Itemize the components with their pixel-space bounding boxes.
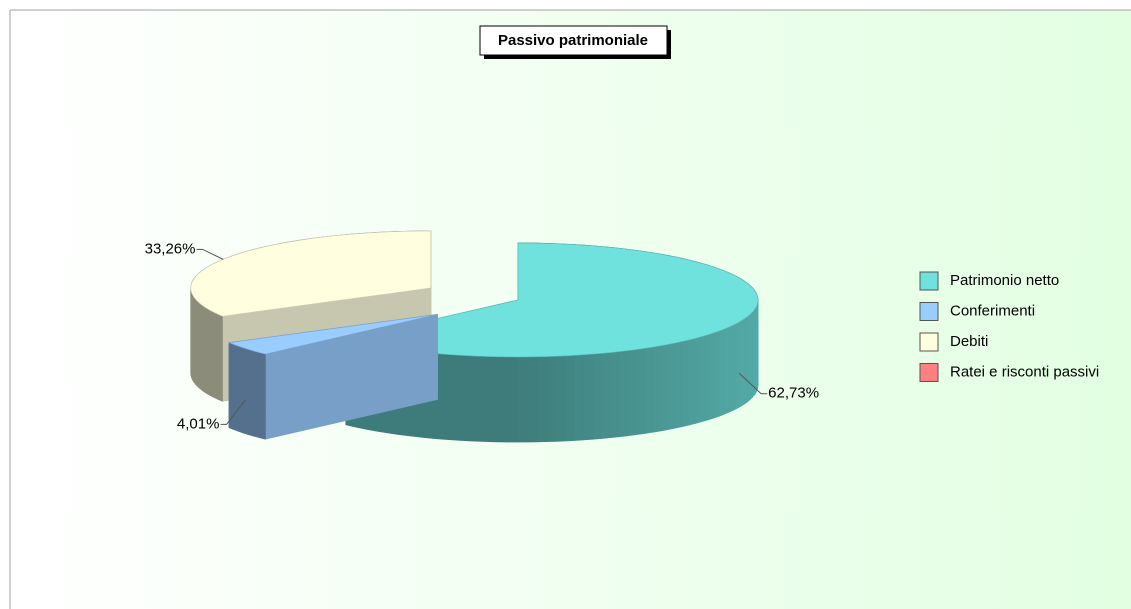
slice-side xyxy=(459,354,471,442)
leader-line xyxy=(196,248,224,260)
legend-label: Debiti xyxy=(950,333,988,350)
slice-side xyxy=(674,341,683,429)
slice-side xyxy=(618,350,628,438)
legend-swatch xyxy=(919,271,939,291)
slice-side xyxy=(554,355,566,442)
slice-side xyxy=(713,330,720,419)
slice-side xyxy=(695,336,703,424)
slice-side xyxy=(723,326,730,415)
slice-side xyxy=(651,345,661,433)
slice-side xyxy=(627,349,637,437)
slice-side xyxy=(701,334,709,423)
slice-side xyxy=(573,354,584,441)
legend-label: Conferimenti xyxy=(950,302,1035,319)
value-label: 62,73% xyxy=(768,385,819,402)
slice-top xyxy=(190,230,432,317)
slice-side xyxy=(242,347,249,435)
legend-swatch xyxy=(919,332,939,352)
slice-side xyxy=(718,328,725,417)
slice-side xyxy=(253,350,260,439)
slice-side xyxy=(516,356,528,443)
slice-side xyxy=(497,356,508,443)
slice-side xyxy=(643,346,653,434)
slice-side xyxy=(659,344,669,432)
slice-side xyxy=(582,353,593,441)
slice-side xyxy=(247,349,255,437)
slice-side xyxy=(202,305,207,394)
slice-side xyxy=(535,356,547,443)
slice-side xyxy=(732,322,738,411)
value-label: 4,01% xyxy=(177,415,220,432)
slice-top xyxy=(345,242,759,358)
title-box xyxy=(479,25,668,56)
legend-label: Patrimonio netto xyxy=(950,272,1059,289)
slice-side xyxy=(199,303,204,392)
slice-side xyxy=(213,311,219,400)
slice-side xyxy=(209,309,215,398)
slice-side xyxy=(478,355,489,442)
slice-side xyxy=(217,313,223,402)
slice-side xyxy=(667,342,676,430)
slice-side xyxy=(205,307,211,396)
chart-title: Passivo patrimoniale xyxy=(498,32,648,49)
slice-side xyxy=(441,353,452,441)
slice xyxy=(227,313,438,440)
slice-side xyxy=(740,318,745,407)
leader-line xyxy=(220,399,247,425)
slice-side xyxy=(564,355,575,442)
slice-side xyxy=(591,353,602,440)
value-label: 33,26% xyxy=(145,240,196,257)
slice-side xyxy=(450,354,461,441)
slice-side xyxy=(736,320,742,409)
slice-side xyxy=(526,356,537,443)
slice-side xyxy=(488,356,499,443)
slice-side xyxy=(233,344,239,432)
slice-side xyxy=(469,355,480,442)
slice-side xyxy=(681,339,690,427)
slice-side xyxy=(743,316,748,405)
slice-side xyxy=(507,356,518,443)
slice-side xyxy=(728,324,734,413)
slice-side xyxy=(259,352,266,440)
slice-side xyxy=(609,351,620,439)
slice-side xyxy=(545,355,556,443)
slice-side xyxy=(688,337,696,426)
legend-swatch xyxy=(919,363,939,382)
slice-side xyxy=(707,332,714,421)
legend-swatch xyxy=(919,302,939,321)
slice-side xyxy=(600,352,611,439)
slice-side xyxy=(237,345,244,434)
slice-top xyxy=(227,314,438,355)
slice-side xyxy=(635,348,645,436)
legend-label: Ratei e risconti passivi xyxy=(950,363,1099,380)
leader-line xyxy=(738,372,768,395)
